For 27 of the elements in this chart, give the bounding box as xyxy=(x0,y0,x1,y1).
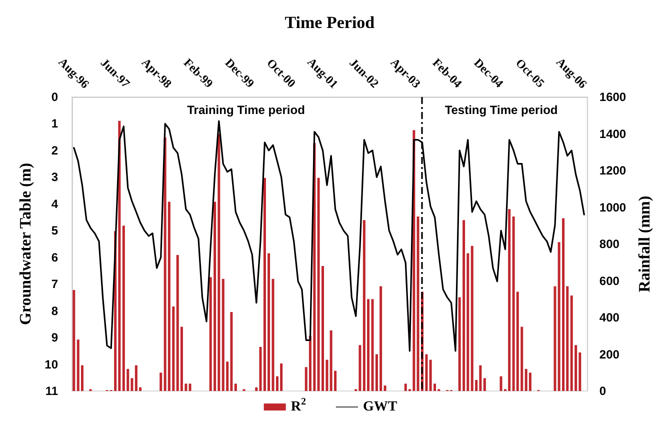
x-axis-title: Time Period xyxy=(284,13,376,32)
y-tick-label: 11 xyxy=(45,384,58,398)
y2-tick-label: 1000 xyxy=(599,200,626,214)
annotation: Testing Time period xyxy=(444,103,558,117)
y-tick-label: 1 xyxy=(51,116,58,131)
y-tick-label: 7 xyxy=(51,277,58,292)
y-tick-label: 2 xyxy=(51,143,58,158)
y-tick-label: 9 xyxy=(51,330,58,345)
y-tick-label: 0 xyxy=(51,90,58,104)
y2-tick-label: 600 xyxy=(599,274,620,288)
y2-tick-label: 0 xyxy=(599,384,606,398)
y-tick-label: 3 xyxy=(51,170,58,184)
y-tick-label: 4 xyxy=(51,196,58,211)
annotation: Training Time period xyxy=(187,103,305,117)
y2-tick-label: 800 xyxy=(599,237,620,251)
y-tick-label: 10 xyxy=(44,357,58,372)
y2-tick-label: 400 xyxy=(599,310,620,324)
legend-label: GWT xyxy=(362,400,398,414)
y-tick-label: 5 xyxy=(51,224,58,238)
y2-axis-title: Rainfall (mm) xyxy=(636,196,654,292)
y2-tick-label: 1400 xyxy=(599,126,626,141)
y-tick-label: 6 xyxy=(51,250,58,264)
y2-tick-label: 1600 xyxy=(599,90,626,104)
y2-tick-label: 200 xyxy=(599,347,620,362)
y2-tick-label: 1200 xyxy=(599,164,626,178)
y-axis-title: Groundwater Table (m) xyxy=(17,162,34,326)
y-tick-label: 8 xyxy=(51,304,58,318)
